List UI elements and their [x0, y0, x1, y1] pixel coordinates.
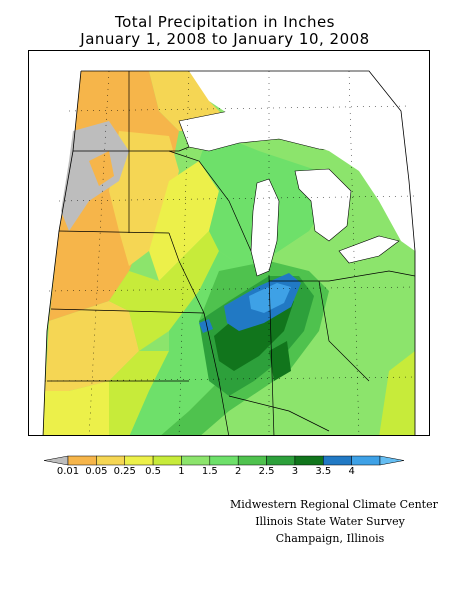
legend-tick-label: 0.25	[113, 466, 136, 477]
zone-yellow-west	[45, 301, 139, 391]
credits-block: Midwestern Regional Climate Center Illin…	[230, 496, 438, 547]
legend-swatch	[152, 455, 182, 466]
zone-yellowgreen-east	[379, 351, 415, 435]
legend-swatch	[294, 455, 324, 466]
graticule	[44, 70, 416, 435]
legend-swatch	[67, 455, 97, 466]
precipitation-map-svg	[29, 51, 429, 435]
lake-michigan	[250, 178, 280, 277]
legend-swatch	[266, 455, 296, 466]
legend-swatch-min	[43, 455, 69, 466]
legend-swatch	[124, 455, 154, 466]
zone-lightyellow-1	[149, 161, 219, 281]
zone-green-25-3-east	[269, 341, 291, 381]
legend-tick-label: 0.01	[56, 466, 80, 477]
credit-line-location: Champaign, Illinois	[275, 532, 385, 545]
map-subtitle: January 1, 2008 to January 10, 2008	[80, 30, 370, 48]
credit-line-org: Midwestern Regional Climate Center	[230, 498, 438, 511]
zone-lightyellow-2	[43, 381, 129, 435]
legend-tick-label: 2.5	[258, 466, 275, 477]
legend-tick-label: 2	[234, 466, 242, 477]
state-boundaries	[47, 71, 416, 435]
lake-erie	[338, 235, 400, 264]
color-legend	[0, 440, 450, 490]
legend-tick-label: 0.05	[85, 466, 108, 477]
canada-white	[189, 71, 415, 251]
region-outline	[42, 70, 416, 435]
legend-tick-label: 1.5	[201, 466, 218, 477]
zone-orange-inside-gray	[89, 151, 114, 186]
zone-blue-small	[199, 319, 213, 333]
legend-tick-label: 3	[291, 466, 299, 477]
map-title: Total Precipitation in Inches	[115, 13, 335, 31]
legend-swatch	[181, 455, 211, 466]
precipitation-map	[28, 50, 430, 436]
legend-swatch	[323, 455, 352, 466]
zone-yellowgreen-2	[109, 351, 169, 435]
legend-tick-label: 0.5	[145, 466, 162, 477]
zone-yellowgreen	[109, 231, 219, 351]
legend-swatch	[96, 455, 125, 466]
legend-tick-label: 4	[348, 466, 355, 477]
lake-huron	[294, 168, 352, 242]
legend-swatch	[237, 455, 267, 466]
legend-swatch-max	[379, 455, 405, 466]
legend-tick-label: 3.5	[315, 466, 332, 477]
credit-line-survey: Illinois State Water Survey	[255, 515, 405, 528]
legend-swatch	[351, 455, 381, 466]
legend-bar	[43, 455, 405, 466]
legend-tick-label: 1	[178, 466, 185, 477]
legend-swatch	[209, 455, 239, 466]
